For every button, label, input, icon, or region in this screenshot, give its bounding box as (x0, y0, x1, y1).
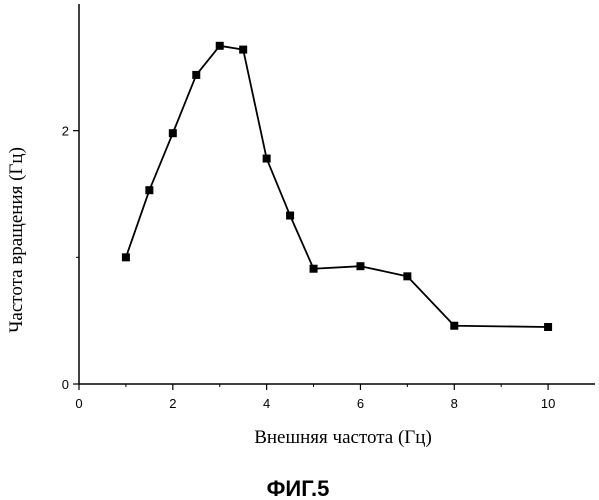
y-tick-label: 0 (62, 377, 69, 392)
data-point-marker (450, 322, 458, 330)
x-tick-label: 10 (541, 396, 555, 411)
data-point-marker (544, 323, 552, 331)
data-point-marker (122, 253, 130, 261)
x-axis-label: Внешняя частота (Гц) (254, 427, 432, 448)
series-layer (122, 42, 552, 331)
data-point-marker (192, 71, 200, 79)
data-point-marker (145, 186, 153, 194)
data-point-marker (356, 262, 364, 270)
figure-caption: ФИГ.5 (267, 476, 330, 500)
x-tick-label: 6 (357, 396, 364, 411)
y-axis-label: Частота вращения (Гц) (6, 147, 27, 333)
data-point-marker (239, 46, 247, 54)
data-point-marker (169, 129, 177, 137)
x-tick-label: 0 (75, 396, 82, 411)
x-tick-label: 4 (263, 396, 270, 411)
ticks: 0 2 4 6 8 10 0 2 (62, 124, 556, 411)
x-tick-label: 8 (451, 396, 458, 411)
data-point-marker (286, 212, 294, 220)
data-point-marker (403, 272, 411, 280)
data-point-marker (310, 265, 318, 273)
series-line (126, 46, 548, 327)
x-tick-label: 2 (169, 396, 176, 411)
y-tick-label: 2 (62, 124, 69, 139)
data-point-marker (216, 42, 224, 50)
data-point-marker (263, 155, 271, 163)
